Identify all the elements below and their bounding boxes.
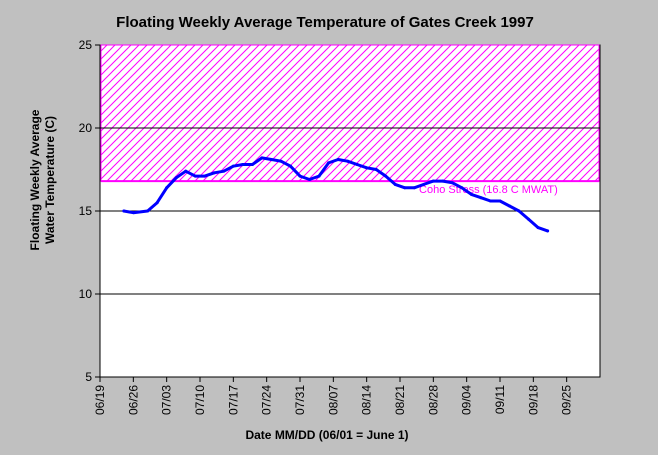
x-tick-label: 08/21 xyxy=(393,385,407,415)
x-tick-label: 08/14 xyxy=(360,385,374,415)
data-point xyxy=(231,164,235,168)
data-point xyxy=(122,209,126,213)
data-point xyxy=(155,201,159,205)
y-axis-label-line-1: Floating Weekly Average xyxy=(28,109,42,250)
data-point xyxy=(308,177,312,181)
coho-stress-label: Coho Stress (16.8 C MWAT) xyxy=(419,184,558,196)
data-point xyxy=(336,158,340,162)
y-tick-label: 25 xyxy=(79,38,93,52)
x-tick-label: 08/07 xyxy=(326,385,340,415)
data-point xyxy=(298,174,302,178)
data-point xyxy=(508,204,512,208)
coho-stress-zone xyxy=(100,44,600,182)
x-tick-label: 07/03 xyxy=(160,385,174,415)
data-point xyxy=(479,196,483,200)
data-point xyxy=(422,182,426,186)
y-tick-label: 5 xyxy=(85,370,92,384)
data-point xyxy=(527,217,531,221)
data-point xyxy=(317,174,321,178)
y-tick-label: 10 xyxy=(79,287,93,301)
data-point xyxy=(131,211,135,215)
data-point xyxy=(241,163,245,167)
y-tick-label: 15 xyxy=(79,204,93,218)
x-tick-label: 06/26 xyxy=(126,385,140,415)
data-point xyxy=(184,169,188,173)
x-tick-label: 08/28 xyxy=(426,385,440,415)
data-point xyxy=(203,174,207,178)
data-point xyxy=(288,164,292,168)
x-tick-label: 09/18 xyxy=(526,385,540,415)
data-point xyxy=(174,176,178,180)
x-tick-label: 07/10 xyxy=(193,385,207,415)
data-point xyxy=(469,192,473,196)
y-axis: 5 10 15 20 25 xyxy=(79,38,100,384)
data-point xyxy=(488,199,492,203)
x-tick-label: 07/17 xyxy=(226,385,240,415)
x-tick-label: 09/04 xyxy=(460,385,474,415)
data-point xyxy=(279,159,283,163)
x-axis-label: Date MM/DD (06/01 = June 1) xyxy=(245,428,408,442)
data-point xyxy=(403,186,407,190)
x-tick-label: 07/31 xyxy=(293,385,307,415)
x-tick-label: 09/11 xyxy=(493,385,507,414)
data-point xyxy=(536,226,540,230)
data-point xyxy=(384,174,388,178)
data-point xyxy=(193,174,197,178)
data-point xyxy=(374,168,378,171)
data-point xyxy=(441,179,445,183)
x-tick-label: 06/19 xyxy=(93,385,107,415)
data-point xyxy=(365,166,369,170)
y-tick-label: 20 xyxy=(79,121,93,135)
y-axis-label-line-2: Water Temperature (C) xyxy=(43,116,57,244)
data-point xyxy=(355,163,359,167)
chart-title: Floating Weekly Average Temperature of G… xyxy=(116,14,534,31)
data-point xyxy=(431,179,435,183)
x-tick-label: 07/24 xyxy=(260,385,274,415)
data-point xyxy=(346,159,350,163)
data-point xyxy=(412,186,416,190)
data-point xyxy=(146,209,150,213)
data-point xyxy=(517,209,521,213)
data-point xyxy=(546,229,550,233)
data-point xyxy=(260,156,264,160)
x-tick-label: 09/25 xyxy=(560,385,574,415)
data-point xyxy=(165,186,169,190)
data-point xyxy=(393,182,397,186)
data-point xyxy=(498,199,502,203)
data-point xyxy=(222,169,226,173)
data-point xyxy=(269,158,273,162)
data-point xyxy=(212,171,216,175)
data-point xyxy=(460,186,464,190)
data-point xyxy=(327,161,331,165)
data-point xyxy=(250,163,254,167)
data-point xyxy=(450,181,454,185)
x-axis: 06/19 06/26 07/03 07/10 07/17 07/24 07/31 08/07… xyxy=(93,377,574,415)
